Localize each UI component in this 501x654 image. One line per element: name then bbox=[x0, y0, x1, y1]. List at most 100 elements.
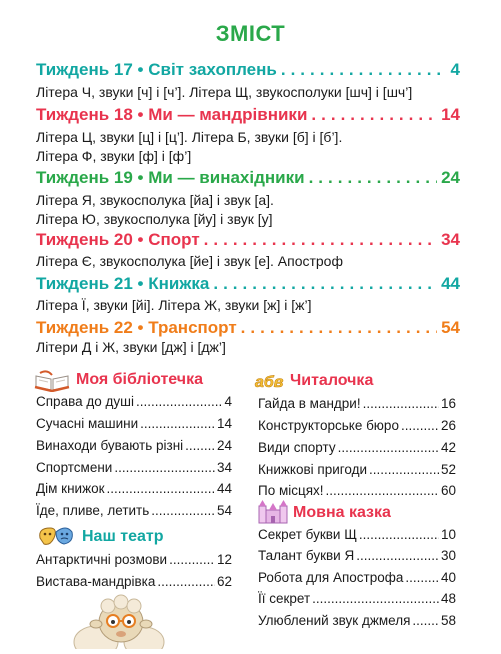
reader-entry[interactable]: По місцях! 60 bbox=[258, 483, 456, 498]
entry-page: 26 bbox=[440, 418, 456, 433]
entry-page: 30 bbox=[440, 548, 456, 563]
week-19-page: 24 bbox=[441, 168, 460, 187]
week-22-page: 54 bbox=[441, 318, 460, 337]
dot-leader bbox=[338, 440, 439, 455]
dot-leader bbox=[405, 570, 439, 585]
entry-label: Види спорту bbox=[258, 440, 336, 455]
theatre-title: Наш театр bbox=[82, 528, 164, 545]
reader-entry[interactable]: Види спорту 42 bbox=[258, 440, 456, 455]
week-19-line-1: Літера Я, звукосполука [йа] і звук [а]. bbox=[36, 192, 274, 208]
dot-leader bbox=[204, 230, 437, 250]
entry-page: 42 bbox=[440, 440, 456, 455]
library-title: Моя бібліотечка bbox=[76, 371, 203, 388]
dot-leader bbox=[151, 503, 215, 518]
week-18-line-1: Літера Ц, звуки [ц] і [ц’]. Літера Б, зв… bbox=[36, 129, 343, 145]
tale-entry[interactable]: Робота для Апострофа 40 bbox=[258, 570, 456, 585]
dot-leader bbox=[213, 274, 437, 294]
week-22-heading[interactable]: Тиждень 22 • Транспорт 54 bbox=[36, 318, 460, 338]
week-21-title: Тиждень 21 • Книжка bbox=[36, 274, 210, 293]
entry-page: 12 bbox=[216, 552, 232, 567]
entry-label: Талант букви Я bbox=[258, 548, 355, 563]
week-18-line-2: Літера Ф, звуки [ф] і [ф’] bbox=[36, 148, 192, 164]
entry-page: 54 bbox=[216, 503, 232, 518]
tale-entry[interactable]: Талант букви Я 30 bbox=[258, 548, 456, 563]
entry-page: 14 bbox=[216, 416, 232, 431]
reader-entry[interactable]: Гайда в мандри! 16 bbox=[258, 396, 456, 411]
week-17-page: 4 bbox=[450, 60, 460, 79]
week-20-line-1: Літера Є, звукосполука [йе] і звук [е]. … bbox=[36, 253, 343, 269]
entry-page: 60 bbox=[440, 483, 456, 498]
dot-leader bbox=[169, 552, 215, 567]
reader-entry[interactable]: Книжкові пригоди 52 bbox=[258, 462, 456, 477]
dot-leader bbox=[157, 574, 215, 589]
dot-leader bbox=[136, 394, 223, 409]
dot-leader bbox=[281, 60, 447, 80]
entry-label: Дім книжок bbox=[36, 481, 105, 496]
abv-badge-text: абв bbox=[255, 374, 284, 391]
entry-label: Секрет букви Щ bbox=[258, 527, 357, 542]
entry-label: Конструкторське бюро bbox=[258, 418, 399, 433]
tale-entry[interactable]: Секрет букви Щ 10 bbox=[258, 527, 456, 542]
dot-leader bbox=[369, 462, 439, 477]
library-entry[interactable]: Спортсмени 34 bbox=[36, 460, 232, 475]
dot-leader bbox=[185, 438, 215, 453]
dot-leader bbox=[326, 483, 439, 498]
week-21-line-1: Літера Ї, звуки [йі]. Літера Ж, звуки [ж… bbox=[36, 297, 312, 313]
week-17-heading[interactable]: Тиждень 17 • Світ захоплень 4 bbox=[36, 60, 460, 80]
entry-label: По місцях! bbox=[258, 483, 324, 498]
entry-page: 52 bbox=[440, 462, 456, 477]
library-entry[interactable]: Сучасні машини 14 bbox=[36, 416, 232, 431]
week-20-page: 34 bbox=[441, 230, 460, 249]
entry-page: 58 bbox=[440, 613, 456, 628]
entry-label: Спортсмени bbox=[36, 460, 113, 475]
page-title: ЗМІСТ bbox=[215, 21, 286, 46]
entry-page: 16 bbox=[440, 396, 456, 411]
week-19-title: Тиждень 19 • Ми — винахідники bbox=[36, 168, 305, 187]
library-entry[interactable]: Винаходи бувають різні 24 bbox=[36, 438, 232, 453]
book-icon bbox=[34, 370, 70, 397]
entry-page: 4 bbox=[224, 394, 232, 409]
dot-leader bbox=[359, 527, 439, 542]
week-18-title: Тиждень 18 • Ми — мандрівники bbox=[36, 105, 308, 124]
entry-label: Робота для Апострофа bbox=[258, 570, 404, 585]
week-21-heading[interactable]: Тиждень 21 • Книжка 44 bbox=[36, 274, 460, 294]
theatre-entry[interactable]: Антарктичні розмови 12 bbox=[36, 552, 232, 567]
entry-label: Справа до душі bbox=[36, 394, 134, 409]
entry-label: Улюблений звук джмеля bbox=[258, 613, 411, 628]
entry-label: Гайда в мандри! bbox=[258, 396, 361, 411]
week-21-page: 44 bbox=[441, 274, 460, 293]
dot-leader bbox=[363, 396, 439, 411]
library-entry[interactable]: Справа до душі 4 bbox=[36, 394, 232, 409]
library-entry[interactable]: Дім книжок 44 bbox=[36, 481, 232, 496]
tale-entry[interactable]: Улюблений звук джмеля 58 bbox=[258, 613, 456, 628]
entry-page: 10 bbox=[440, 527, 456, 542]
entry-label: Сучасні машини bbox=[36, 416, 139, 431]
week-20-heading[interactable]: Тиждень 20 • Спорт 34 bbox=[36, 230, 460, 250]
entry-page: 24 bbox=[216, 438, 232, 453]
week-19-heading[interactable]: Тиждень 19 • Ми — винахідники 24 bbox=[36, 168, 460, 188]
entry-page: 62 bbox=[216, 574, 232, 589]
entry-label: Їде, пливе, летить bbox=[36, 503, 150, 518]
dot-leader bbox=[107, 481, 215, 496]
entry-page: 48 bbox=[440, 591, 456, 606]
entry-label: Книжкові пригоди bbox=[258, 462, 367, 477]
dot-leader bbox=[401, 418, 439, 433]
theatre-entry[interactable]: Вистава-мандрівка 62 bbox=[36, 574, 232, 589]
dot-leader bbox=[412, 613, 439, 628]
entry-page: 40 bbox=[440, 570, 456, 585]
dot-leader bbox=[356, 548, 439, 563]
week-18-heading[interactable]: Тиждень 18 • Ми — мандрівники 14 bbox=[36, 105, 460, 125]
abv-letters-icon: абв bbox=[254, 371, 294, 396]
library-entry[interactable]: Їде, пливе, летить 54 bbox=[36, 503, 232, 518]
castle-icon bbox=[258, 500, 288, 529]
entry-label: Її секрет bbox=[258, 591, 311, 606]
entry-page: 34 bbox=[216, 460, 232, 475]
tale-entry[interactable]: Її секрет 48 bbox=[258, 591, 456, 606]
week-22-title: Тиждень 22 • Транспорт bbox=[36, 318, 237, 337]
theatre-masks-icon bbox=[36, 524, 76, 553]
dot-leader bbox=[309, 168, 438, 188]
dot-leader bbox=[114, 460, 215, 475]
reader-entry[interactable]: Конструкторське бюро 26 bbox=[258, 418, 456, 433]
week-17-title: Тиждень 17 • Світ захоплень bbox=[36, 60, 277, 79]
week-20-title: Тиждень 20 • Спорт bbox=[36, 230, 200, 249]
